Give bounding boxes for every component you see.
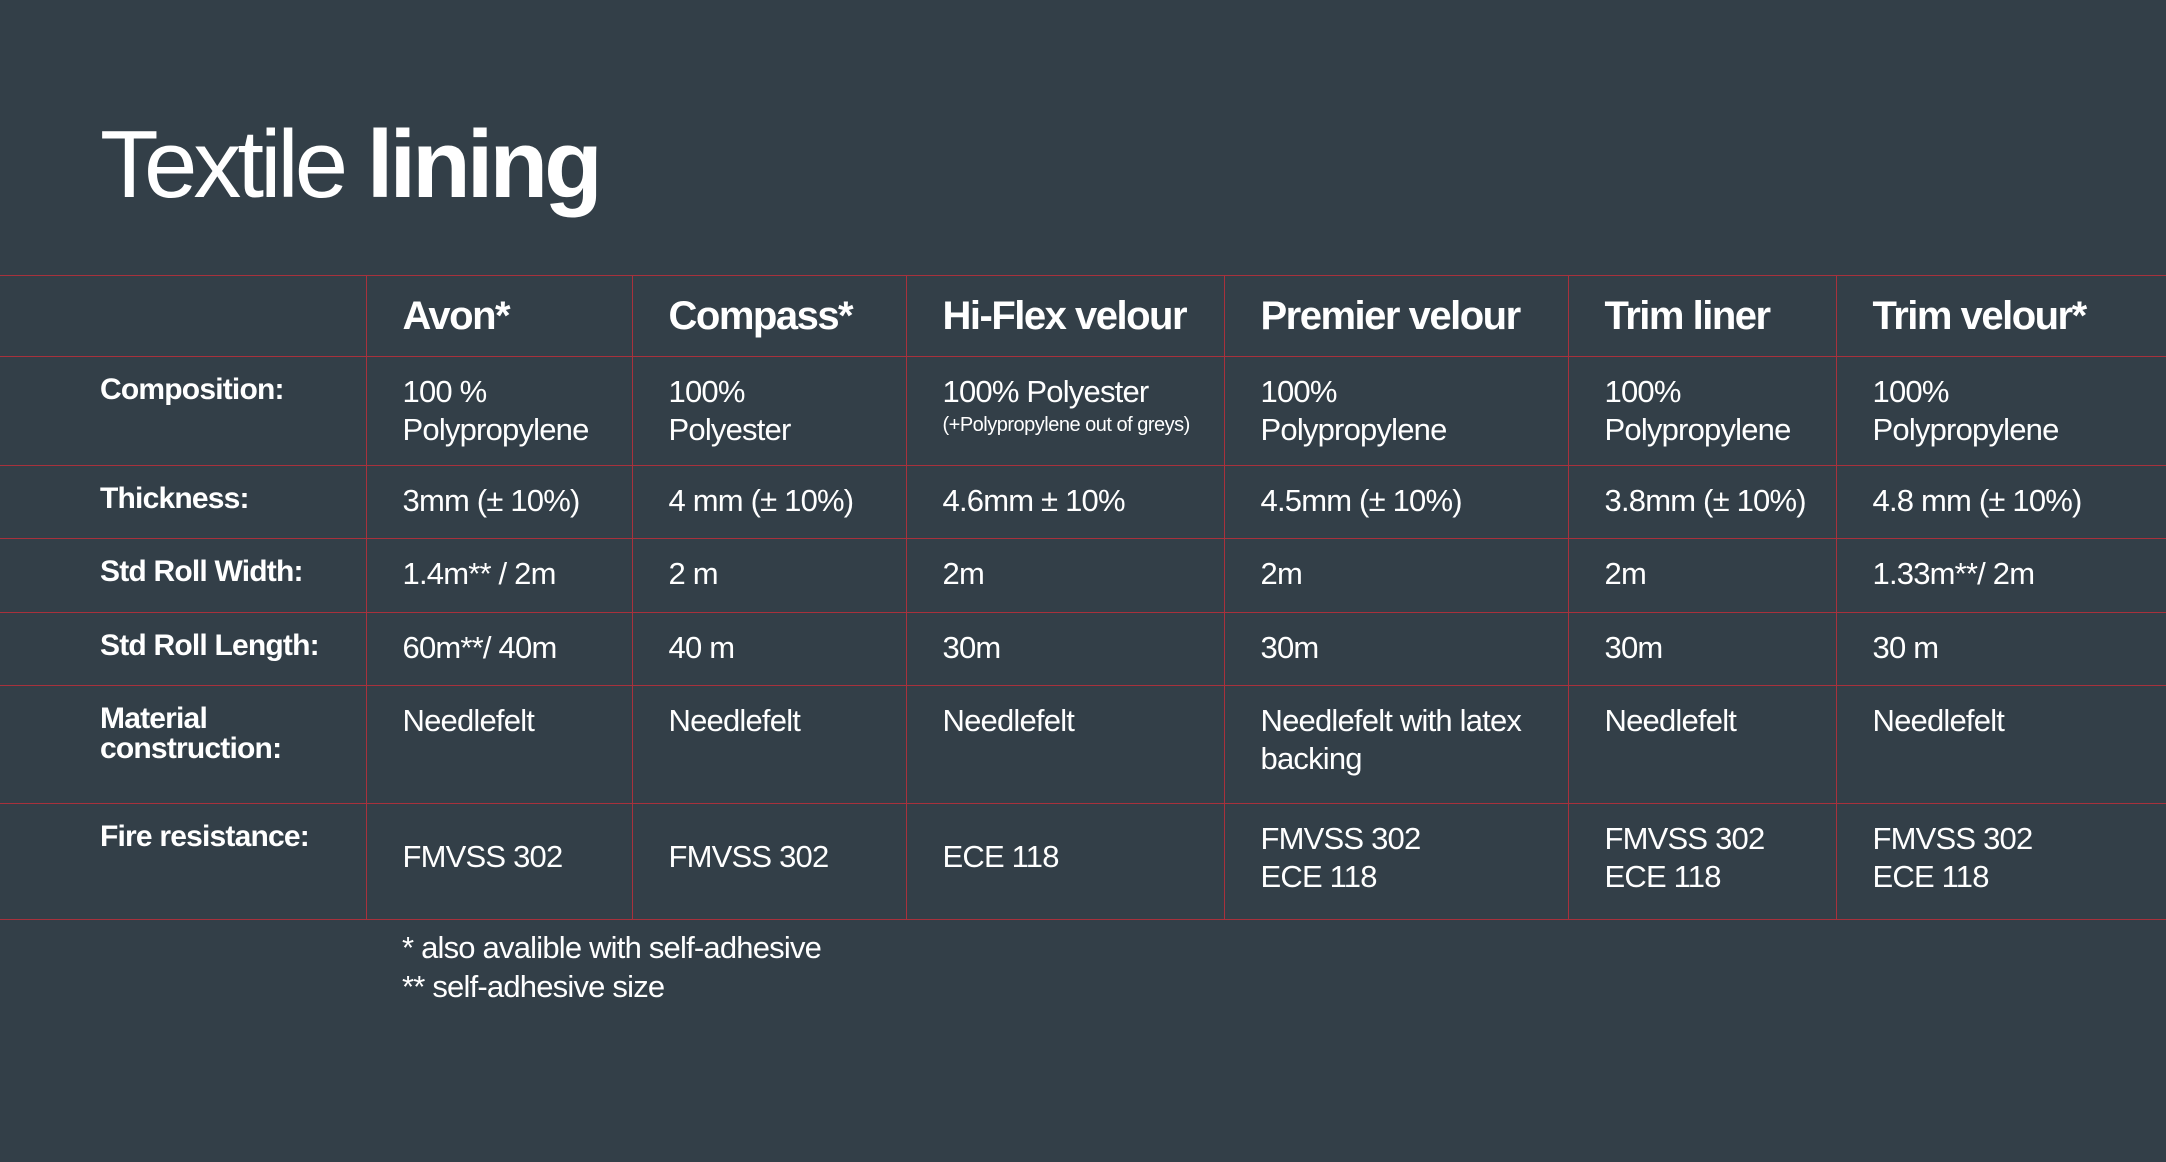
cell-line: Polyester bbox=[668, 412, 792, 448]
row-label-material-construction: Material construction: bbox=[0, 685, 367, 804]
cell-line: FMVSS 302 bbox=[1604, 821, 1766, 856]
composition-note: (+Polypropylene out of greys) bbox=[942, 414, 1191, 437]
product-header-premier-velour: Premier velour bbox=[1223, 275, 1569, 357]
page-title-light: Textile bbox=[100, 111, 348, 219]
cell-fire-trim-velour: FMVSS 302 ECE 118 bbox=[1835, 803, 2166, 920]
spec-table: Avon* Compass* Hi-Flex velour Premier ve… bbox=[0, 275, 2166, 920]
cell-roll-length-premier-velour: 30m bbox=[1223, 612, 1569, 686]
cell-line: 100% bbox=[1872, 374, 1950, 409]
page-title-bold: lining bbox=[366, 111, 603, 219]
cell-material-avon: Needlefelt bbox=[365, 685, 633, 804]
cell-line: ECE 118 bbox=[942, 839, 1060, 874]
cell-thickness-hi-flex-velour: 4.6mm ± 10% bbox=[905, 465, 1225, 539]
cell-line: FMVSS 302 bbox=[1872, 821, 2034, 856]
cell-line: ECE 118 bbox=[1604, 859, 1722, 895]
cell-composition-hi-flex-velour: 100% Polyester (+Polypropylene out of gre… bbox=[905, 356, 1225, 466]
cell-line: 100% bbox=[1260, 374, 1338, 409]
cell-fire-compass: FMVSS 302 bbox=[631, 803, 907, 920]
cell-line: 100% Polyester bbox=[942, 374, 1150, 409]
cell-roll-width-trim-liner: 2m bbox=[1567, 538, 1837, 613]
corner-cell bbox=[0, 275, 367, 357]
cell-line: 100% bbox=[668, 374, 746, 409]
cell-fire-premier-velour: FMVSS 302 ECE 118 bbox=[1223, 803, 1569, 920]
cell-material-compass: Needlefelt bbox=[631, 685, 907, 804]
cell-line: Polypropylene bbox=[1872, 412, 2060, 448]
product-header-trim-velour: Trim velour* bbox=[1835, 275, 2166, 357]
row-label-roll-width: Std Roll Width: bbox=[0, 538, 367, 613]
cell-line: 100% bbox=[1604, 374, 1682, 409]
cell-line: 100 % bbox=[402, 374, 488, 409]
cell-line: FMVSS 302 bbox=[1260, 821, 1422, 856]
page-title: Textile lining bbox=[100, 111, 603, 219]
cell-roll-length-compass: 40 m bbox=[631, 612, 907, 686]
row-label-roll-length: Std Roll Length: bbox=[0, 612, 367, 686]
row-fire-resistance: Fire resistance: FMVSS 302 FMVSS 302 ECE… bbox=[0, 803, 2166, 920]
cell-thickness-premier-velour: 4.5mm (± 10%) bbox=[1223, 465, 1569, 539]
cell-line: ECE 118 bbox=[1872, 859, 1990, 895]
row-roll-length: Std Roll Length: 60m**/ 40m 40 m 30m 30m… bbox=[0, 612, 2166, 686]
product-header-avon: Avon* bbox=[365, 275, 633, 357]
cell-line: Polypropylene bbox=[1260, 412, 1448, 448]
row-thickness: Thickness: 3mm (± 10%) 4 mm (± 10%) 4.6m… bbox=[0, 465, 2166, 539]
label-line: construction: bbox=[100, 732, 282, 765]
cell-composition-premier-velour: 100% Polypropylene bbox=[1223, 356, 1569, 466]
product-header-compass: Compass* bbox=[631, 275, 907, 357]
header-row: Avon* Compass* Hi-Flex velour Premier ve… bbox=[0, 275, 2166, 357]
cell-thickness-avon: 3mm (± 10%) bbox=[365, 465, 633, 539]
row-composition: Composition: 100 % Polypropylene 100% Poly… bbox=[0, 356, 2166, 466]
cell-material-trim-liner: Needlefelt bbox=[1567, 685, 1837, 804]
cell-thickness-trim-liner: 3.8mm (± 10%) bbox=[1567, 465, 1837, 539]
cell-composition-compass: 100% Polyester bbox=[631, 356, 907, 466]
cell-line: FMVSS 302 bbox=[668, 839, 830, 874]
cell-line: FMVSS 302 bbox=[402, 839, 564, 874]
product-header-hi-flex-velour: Hi-Flex velour bbox=[905, 275, 1225, 357]
cell-material-hi-flex-velour: Needlefelt bbox=[905, 685, 1225, 804]
row-label-fire-resistance: Fire resistance: bbox=[0, 803, 367, 920]
label-line: Material bbox=[100, 702, 208, 735]
cell-roll-width-premier-velour: 2m bbox=[1223, 538, 1569, 613]
footnote-self-adhesive: * also avalible with self-adhesive bbox=[402, 930, 822, 965]
row-material-construction: Material construction: Needlefelt Needlef… bbox=[0, 685, 2166, 804]
cell-fire-hi-flex-velour: ECE 118 bbox=[905, 803, 1225, 920]
cell-roll-length-hi-flex-velour: 30m bbox=[905, 612, 1225, 686]
footnote-self-adhesive-size: ** self-adhesive size bbox=[402, 969, 665, 1005]
cell-composition-avon: 100 % Polypropylene bbox=[365, 356, 633, 466]
cell-material-trim-velour: Needlefelt bbox=[1835, 685, 2166, 804]
cell-roll-length-trim-velour: 30 m bbox=[1835, 612, 2166, 686]
row-label-composition: Composition: bbox=[0, 356, 367, 466]
cell-composition-trim-liner: 100% Polypropylene bbox=[1567, 356, 1837, 466]
row-label-thickness: Thickness: bbox=[0, 465, 367, 539]
cell-roll-length-avon: 60m**/ 40m bbox=[365, 612, 633, 686]
cell-material-premier-velour: Needlefelt with latex backing bbox=[1223, 685, 1569, 804]
cell-roll-width-compass: 2 m bbox=[631, 538, 907, 613]
cell-roll-width-avon: 1.4m** / 2m bbox=[365, 538, 633, 613]
cell-line: Polypropylene bbox=[402, 412, 590, 448]
cell-line: ECE 118 bbox=[1260, 859, 1378, 895]
cell-fire-avon: FMVSS 302 bbox=[365, 803, 633, 920]
cell-composition-trim-velour: 100% Polypropylene bbox=[1835, 356, 2166, 466]
cell-roll-length-trim-liner: 30m bbox=[1567, 612, 1837, 686]
row-roll-width: Std Roll Width: 1.4m** / 2m 2 m 2m 2m 2m… bbox=[0, 538, 2166, 613]
footnotes: * also avalible with self-adhesive ** se… bbox=[402, 928, 822, 1006]
cell-roll-width-trim-velour: 1.33m**/ 2m bbox=[1835, 538, 2166, 613]
cell-line: Polypropylene bbox=[1604, 412, 1792, 448]
cell-thickness-trim-velour: 4.8 mm (± 10%) bbox=[1835, 465, 2166, 539]
cell-fire-trim-liner: FMVSS 302 ECE 118 bbox=[1567, 803, 1837, 920]
cell-thickness-compass: 4 mm (± 10%) bbox=[631, 465, 907, 539]
cell-roll-width-hi-flex-velour: 2m bbox=[905, 538, 1225, 613]
product-header-trim-liner: Trim liner bbox=[1567, 275, 1837, 357]
